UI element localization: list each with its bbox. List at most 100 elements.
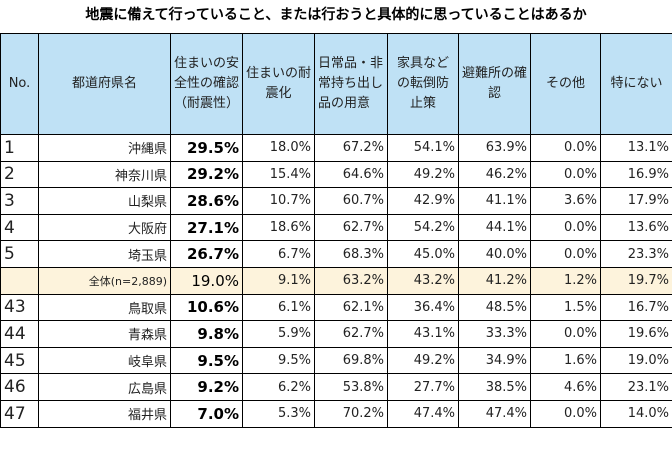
table-cell: 54.2% <box>387 213 459 242</box>
table-cell: 5.3% <box>242 399 315 428</box>
table-cell: 23.3% <box>600 240 672 268</box>
table-cell: 15.4% <box>242 160 315 189</box>
table-cell: 9.1% <box>242 266 315 295</box>
table-cell: 43.2% <box>387 266 459 295</box>
table-row: 46 広島県 9.2% 6.2% 53.8% 27.7% 38.5% 4.6% 23.1% <box>0 373 672 401</box>
table-cell: 42.9% <box>387 187 459 215</box>
table-cell: 10.7% <box>242 187 315 215</box>
table-cell: 23.1% <box>600 373 672 401</box>
table-cell: 45.0% <box>387 240 459 268</box>
table-cell: 2 <box>0 160 39 189</box>
table-cell: 4.6% <box>530 373 601 401</box>
table-cell: 49.2% <box>387 346 459 375</box>
table-cell: 18.6% <box>242 213 315 242</box>
table-cell: 48.5% <box>458 293 531 322</box>
table-cell: 5.9% <box>242 320 315 348</box>
table-row: 4 大阪府 27.1% 18.6% 62.7% 54.2% 44.1% 0.0% 13.6% <box>0 213 672 242</box>
table-cell: 1 <box>0 134 39 162</box>
table-cell: 41.1% <box>458 187 531 215</box>
column-header: 家具などの転倒防止策 <box>387 33 459 135</box>
table-cell: 沖縄県 <box>38 134 171 162</box>
table-cell: 47 <box>0 399 39 428</box>
table-cell: 13.6% <box>600 213 672 242</box>
table-cell: 広島県 <box>38 373 171 401</box>
column-header: No. <box>0 33 39 135</box>
table-cell: 70.2% <box>314 399 388 428</box>
table-cell: 47.4% <box>458 399 531 428</box>
table-cell: 68.3% <box>314 240 388 268</box>
table-cell: 47.4% <box>387 399 459 428</box>
table-cell: 6.7% <box>242 240 315 268</box>
table-cell <box>0 266 39 295</box>
table-row: 5 埼玉県 26.7% 6.7% 68.3% 45.0% 40.0% 0.0% 23.3% <box>0 240 672 268</box>
table-cell: 0.0% <box>530 160 601 189</box>
column-header: 都道府県名 <box>38 33 171 135</box>
table-row: 47 福井県 7.0% 5.3% 70.2% 47.4% 47.4% 0.0% 14.0% <box>0 399 672 428</box>
table-cell: 19.7% <box>600 266 672 295</box>
table-cell: 岐阜県 <box>38 346 171 375</box>
table-cell: 13.1% <box>600 134 672 162</box>
table-cell: 1.6% <box>530 346 601 375</box>
column-header: 住まいの安全性の確認（耐震性） <box>170 33 243 135</box>
table-cell: 1.2% <box>530 266 601 295</box>
header-row: No. 都道府県名 住まいの安全性の確認（耐震性） 住まいの耐震化 日常品・非常持ち出し… <box>0 33 672 135</box>
table-cell: 40.0% <box>458 240 531 268</box>
table-cell: 63.9% <box>458 134 531 162</box>
column-header: その他 <box>530 33 601 135</box>
table-row: 45 岐阜県 9.5% 9.5% 69.8% 49.2% 34.9% 1.6% 19.0% <box>0 346 672 375</box>
table-cell: 46 <box>0 373 39 401</box>
table-cell: 29.2% <box>170 160 243 189</box>
table-cell: 33.3% <box>458 320 531 348</box>
table-cell: 3 <box>0 187 39 215</box>
table-row: 2 神奈川県 29.2% 15.4% 64.6% 49.2% 46.2% 0.0% 16.9% <box>0 160 672 189</box>
column-header: 特にない <box>600 33 672 135</box>
survey-table: No. 都道府県名 住まいの安全性の確認（耐震性） 住まいの耐震化 日常品・非常持ち出し… <box>0 33 672 428</box>
table-cell: 49.2% <box>387 160 459 189</box>
table-cell: 埼玉県 <box>38 240 171 268</box>
table-cell: 7.0% <box>170 399 243 428</box>
table-cell: 4 <box>0 213 39 242</box>
table-cell: 10.6% <box>170 293 243 322</box>
table-cell: 41.2% <box>458 266 531 295</box>
table-cell: 9.5% <box>242 346 315 375</box>
table-row: 1 沖縄県 29.5% 18.0% 67.2% 54.1% 63.9% 0.0% 13.1% <box>0 134 672 162</box>
table-cell: 0.0% <box>530 213 601 242</box>
table-cell: 43 <box>0 293 39 322</box>
table-cell: 29.5% <box>170 134 243 162</box>
table-cell: 5 <box>0 240 39 268</box>
table-cell: 3.6% <box>530 187 601 215</box>
total-row: 全体(n=2,889) 19.0% 9.1% 63.2% 43.2% 41.2% 1.2% 1… <box>0 266 672 295</box>
table-cell: 0.0% <box>530 320 601 348</box>
table-cell: 45 <box>0 346 39 375</box>
table-cell: 17.9% <box>600 187 672 215</box>
table-cell: 38.5% <box>458 373 531 401</box>
table-cell: 16.9% <box>600 160 672 189</box>
table-cell: 1.5% <box>530 293 601 322</box>
table-cell: 44 <box>0 320 39 348</box>
table-row: 3 山梨県 28.6% 10.7% 60.7% 42.9% 41.1% 3.6% 17.9% <box>0 187 672 215</box>
table-cell: 54.1% <box>387 134 459 162</box>
table-title: 地震に備えて行っていること、または行おうと具体的に思っていることはあるか <box>85 7 587 23</box>
table-cell: 9.8% <box>170 320 243 348</box>
table-cell: 19.0% <box>600 346 672 375</box>
table-cell: 62.7% <box>314 320 388 348</box>
table-cell: 青森県 <box>38 320 171 348</box>
table-cell: 0.0% <box>530 399 601 428</box>
table-cell: 大阪府 <box>38 213 171 242</box>
table-cell: 62.1% <box>314 293 388 322</box>
table-cell: 44.1% <box>458 213 531 242</box>
table-cell: 0.0% <box>530 134 601 162</box>
table-cell: 18.0% <box>242 134 315 162</box>
table-cell: 26.7% <box>170 240 243 268</box>
table-cell: 9.5% <box>170 346 243 375</box>
table-cell: 34.9% <box>458 346 531 375</box>
table-row: 44 青森県 9.8% 5.9% 62.7% 43.1% 33.3% 0.0% 19.6% <box>0 320 672 348</box>
table-cell: 16.7% <box>600 293 672 322</box>
table-cell: 27.7% <box>387 373 459 401</box>
table-cell: 53.8% <box>314 373 388 401</box>
table-cell: 9.2% <box>170 373 243 401</box>
table-cell: 0.0% <box>530 240 601 268</box>
table-cell: 28.6% <box>170 187 243 215</box>
table-cell: 鳥取県 <box>38 293 171 322</box>
table-cell: 62.7% <box>314 213 388 242</box>
